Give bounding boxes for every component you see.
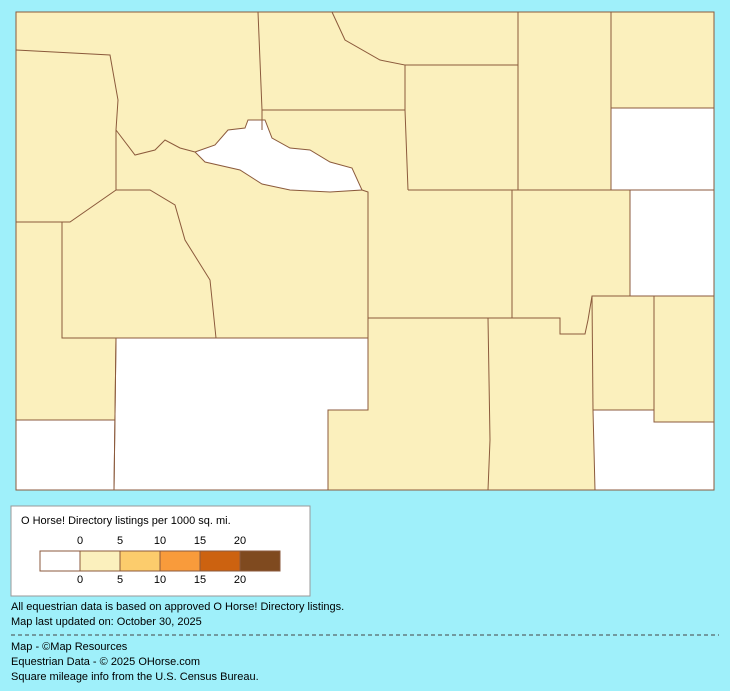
county-no-data (629, 189, 715, 297)
legend-swatch (199, 550, 241, 572)
credit: Map - ©Map Resources (11, 641, 128, 653)
county-no-data (15, 419, 117, 491)
legend-top-label: 10 (154, 535, 166, 547)
legend-top-label: 15 (194, 535, 206, 547)
county-border (115, 129, 196, 156)
note: All equestrian data is based on approved… (11, 601, 344, 613)
credit: Square mileage info from the U.S. Census… (11, 671, 259, 683)
county-border (591, 295, 594, 411)
legend-swatch (119, 550, 161, 572)
county-border (116, 189, 217, 339)
legend-title: O Horse! Directory listings per 1000 sq.… (21, 515, 231, 527)
county-no-data (194, 119, 363, 193)
legend-bottom-label: 5 (117, 574, 123, 586)
legend-swatch (39, 550, 81, 572)
legend-top-label: 5 (117, 535, 123, 547)
legend-swatch (79, 550, 121, 572)
legend-bottom-label: 20 (234, 574, 246, 586)
legend: O Horse! Directory listings per 1000 sq.… (10, 505, 311, 597)
county-no-data (592, 409, 715, 491)
county-border (113, 337, 117, 491)
legend-bottom-label: 10 (154, 574, 166, 586)
county-border (361, 189, 369, 338)
legend-swatch (159, 550, 201, 572)
legend-top-label: 0 (77, 535, 83, 547)
county-no-data (610, 107, 715, 191)
legend-swatch (239, 550, 281, 572)
legend-top-label: 20 (234, 535, 246, 547)
county-border (331, 11, 406, 110)
credit: Equestrian Data - © 2025 OHorse.com (11, 656, 200, 668)
county-border (61, 221, 116, 339)
county-border (487, 317, 491, 491)
county-borders (15, 11, 655, 491)
note: Map last updated on: October 30, 2025 (11, 616, 202, 628)
legend-bottom-label: 15 (194, 574, 206, 586)
map (15, 11, 715, 491)
legend-bottom-label: 0 (77, 574, 83, 586)
